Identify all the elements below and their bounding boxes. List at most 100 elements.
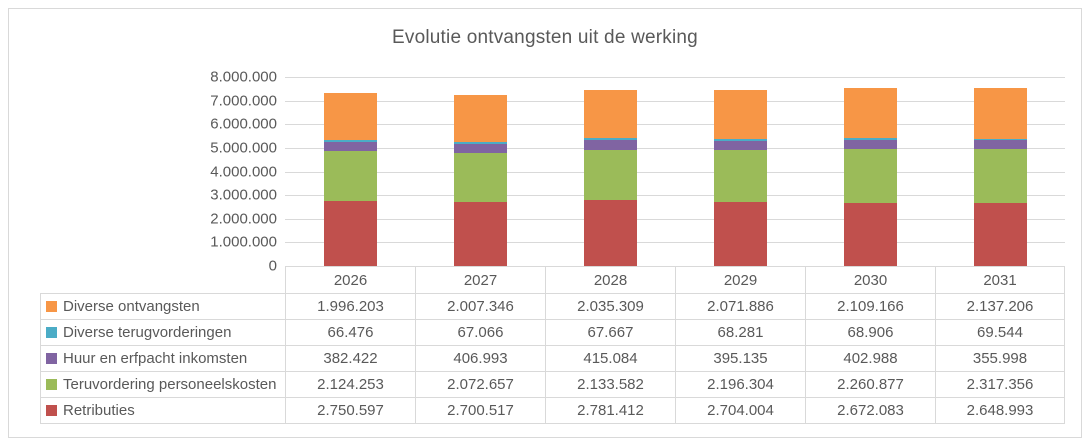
legend-key-swatch	[46, 379, 57, 390]
series-row-label: Retributies	[40, 398, 285, 424]
table-value-cell: 2.137.206	[935, 294, 1065, 320]
series-row-label: Huur en erfpacht inkomsten	[40, 346, 285, 372]
y-axis-tick-label: 2.000.000	[210, 210, 277, 228]
y-axis-tick-label: 4.000.000	[210, 163, 277, 180]
table-value-cell: 2.035.309	[545, 294, 675, 320]
table-value-cell: 2.124.253	[285, 372, 415, 398]
table-value-cell: 68.281	[675, 320, 805, 346]
legend-key-swatch	[46, 301, 57, 312]
stacked-bar-segment	[453, 94, 507, 143]
year-header-cell: 2029	[675, 266, 805, 294]
stacked-bar-segment	[713, 140, 767, 151]
series-row-label: Diverse ontvangsten	[40, 293, 285, 320]
stacked-bar-segment	[323, 140, 377, 142]
table-value-cell: 2.109.166	[805, 294, 935, 320]
series-name: Retributies	[63, 402, 135, 419]
series-name: Huur en erfpacht inkomsten	[63, 350, 248, 367]
table-value-cell: 402.988	[805, 346, 935, 372]
stacked-bar-segment	[973, 148, 1027, 204]
chart-title: Evolutie ontvangsten uit de werking	[392, 27, 698, 48]
gridline	[285, 171, 1065, 173]
table-value-cell: 382.422	[285, 346, 415, 372]
stacked-bar-segment	[453, 142, 507, 144]
year-header-cell: 2027	[415, 266, 545, 294]
series-row-label: Diverse terugvorderingen	[40, 320, 285, 346]
stacked-bar-segment	[973, 140, 1027, 149]
y-axis-tick-label: 7.000.000	[210, 92, 277, 110]
table-value-cell: 69.544	[935, 320, 1065, 346]
table-value-cell: 66.476	[285, 320, 415, 346]
y-axis-tick-label: 1.000.000	[210, 233, 277, 251]
year-header-cell: 2026	[285, 266, 415, 294]
gridline	[285, 100, 1065, 102]
stacked-bar-segment	[843, 88, 897, 139]
table-value-cell: 2.071.886	[675, 294, 805, 320]
table-value-cell: 2.196.304	[675, 372, 805, 398]
chart-frame: Evolutie ontvangsten uit de werking 8.00…	[8, 8, 1082, 438]
stacked-bar-segment	[583, 149, 637, 201]
year-header-cell: 2030	[805, 266, 935, 294]
stacked-bar-segment	[453, 143, 507, 154]
y-axis-tick-label: 8.000.000	[210, 68, 277, 86]
table-value-cell: 67.066	[415, 320, 545, 346]
stacked-bar-segment	[843, 202, 897, 266]
stacked-bar-segment	[713, 202, 767, 266]
year-header-cell: 2028	[545, 266, 675, 294]
table-value-cell: 2.007.346	[415, 294, 545, 320]
series-row-label: Teruvordering personeelskosten	[40, 372, 285, 398]
stacked-bar-segment	[453, 202, 507, 266]
stacked-bar-segment	[973, 203, 1027, 266]
y-axis-tick-label: 5.000.000	[210, 139, 277, 157]
table-value-cell: 1.996.203	[285, 294, 415, 320]
table-value-cell: 2.133.582	[545, 372, 675, 398]
year-header-cell: 2031	[935, 266, 1065, 294]
table-value-cell: 2.672.083	[805, 398, 935, 424]
legend-key-swatch	[46, 405, 57, 416]
stacked-bar-segment	[713, 139, 767, 141]
table-value-cell: 2.781.412	[545, 398, 675, 424]
gridline	[285, 77, 1065, 78]
stacked-bar-segment	[713, 150, 767, 203]
table-value-cell: 2.704.004	[675, 398, 805, 424]
series-name: Diverse terugvorderingen	[63, 324, 232, 341]
stacked-bar-segment	[843, 139, 897, 150]
stacked-bar-segment	[843, 149, 897, 203]
table-value-cell: 68.906	[805, 320, 935, 346]
stacked-bar-segment	[843, 138, 897, 140]
gridline	[285, 124, 1065, 126]
stacked-bar-segment	[583, 200, 637, 266]
table-value-cell: 2.260.877	[805, 372, 935, 398]
stacked-bar-segment	[323, 93, 377, 141]
gridline	[285, 147, 1065, 149]
y-axis-tick-label: 6.000.000	[210, 115, 277, 133]
table-value-cell: 2.072.657	[415, 372, 545, 398]
legend-key-swatch	[46, 327, 57, 338]
table-value-cell: 395.135	[675, 346, 805, 372]
gridline	[285, 195, 1065, 197]
table-value-cell: 406.993	[415, 346, 545, 372]
stacked-bar-segment	[323, 201, 377, 266]
y-axis-tick-label: 0	[268, 257, 277, 275]
stacked-bar-segment	[583, 140, 637, 150]
stacked-bar-segment	[323, 141, 377, 151]
gridline	[285, 218, 1065, 220]
gridline	[285, 242, 1065, 244]
y-axis: 8.000.000 7.000.000 6.000.000 5.000.000 4.00…	[9, 69, 277, 275]
table-value-cell: 67.667	[545, 320, 675, 346]
stacked-bar-segment	[323, 150, 377, 202]
data-table: 2026 2027 2028 2029 2030 2031 Diverse ontvangs…	[40, 266, 1065, 424]
table-value-cell: 355.998	[935, 346, 1065, 372]
table-value-cell: 2.750.597	[285, 398, 415, 424]
stacked-bar-segment	[713, 90, 767, 140]
table-value-cell: 2.648.993	[935, 398, 1065, 424]
table-value-cell: 415.084	[545, 346, 675, 372]
y-axis-tick-label: 3.000.000	[210, 186, 277, 204]
series-name: Diverse ontvangsten	[63, 298, 200, 315]
stacked-bar-segment	[583, 90, 637, 139]
stacked-bar-segment	[973, 88, 1027, 139]
legend-key-swatch	[46, 353, 57, 364]
series-name: Teruvordering personeelskosten	[63, 376, 277, 393]
stacked-bar-segment	[453, 153, 507, 203]
table-value-cell: 2.700.517	[415, 398, 545, 424]
plot-area	[285, 77, 1065, 266]
